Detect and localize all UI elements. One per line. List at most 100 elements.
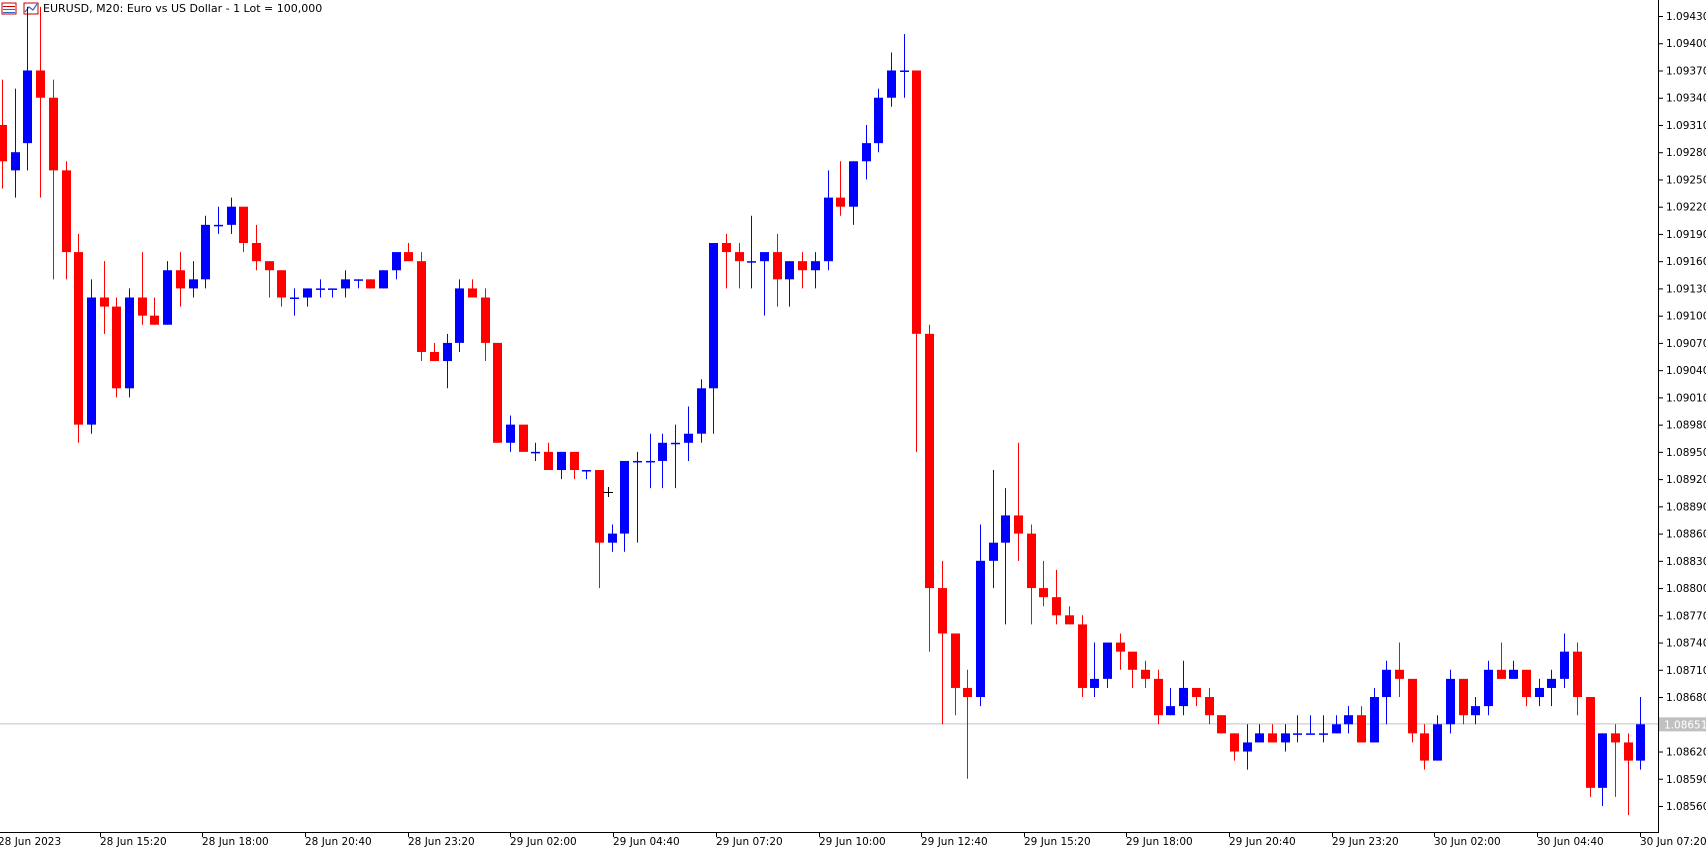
candle [1408, 678, 1417, 743]
candle [1243, 724, 1252, 770]
candle [303, 288, 312, 307]
candle [1255, 724, 1264, 743]
candle [989, 470, 998, 589]
time-tick-label: 30 Jun 07:20 [1640, 836, 1706, 848]
price-tick-label: 1.09310 [1666, 120, 1706, 132]
candle-body-bear [1116, 642, 1125, 652]
candle-body-bull [1319, 733, 1328, 735]
candle [557, 451, 566, 480]
price-tick-label: 1.08560 [1666, 801, 1706, 813]
candle-body-bear [544, 451, 553, 471]
candle [925, 324, 934, 652]
price-tick-label: 1.08950 [1666, 447, 1706, 459]
candle [785, 261, 794, 307]
candle-body-bear [595, 470, 604, 543]
candle-body-bear [277, 270, 286, 298]
candle-body-bull [1179, 687, 1188, 707]
price-tick-label: 1.08620 [1666, 747, 1706, 759]
candle [1573, 642, 1582, 716]
candle [354, 279, 363, 289]
candle-body-bull [392, 252, 401, 271]
candle-body-bear [1395, 669, 1404, 679]
candle [1319, 715, 1328, 743]
time-tick-label: 28 Jun 2023 [0, 836, 61, 848]
price-tick-label: 1.08680 [1666, 692, 1706, 704]
candle [417, 252, 426, 362]
candle-body-bull [646, 460, 655, 463]
candle-body-bull [582, 470, 591, 472]
price-tick-label: 1.08710 [1666, 665, 1706, 677]
candle-body-bear [100, 297, 109, 307]
time-axis[interactable]: 28 Jun 2023 28 Jun 15:20 28 Jun 18:00 28 Ju… [0, 832, 1706, 848]
candle [684, 406, 693, 461]
candle-body-bear [951, 633, 960, 688]
list-grid-icon[interactable] [1, 2, 17, 15]
candle-body-bear [74, 252, 83, 425]
candle [1446, 669, 1455, 734]
price-tick-label: 1.08830 [1666, 556, 1706, 568]
candle-body-bear [1078, 624, 1087, 688]
candle-body-bear [404, 252, 413, 262]
candle [735, 243, 744, 289]
time-tick-label: 28 Jun 23:20 [408, 836, 475, 848]
candle-body-bear [938, 588, 947, 634]
price-tick-label: 1.09130 [1666, 283, 1706, 295]
candle [265, 261, 274, 298]
candle-body-bull [1471, 706, 1480, 716]
candle [1065, 606, 1074, 625]
candle [1497, 642, 1506, 679]
candle-body-bear [1611, 733, 1620, 743]
candle-body-bull [671, 442, 680, 445]
candle-body-bear [176, 270, 185, 289]
candle-body-bear [468, 288, 477, 298]
candle [468, 279, 477, 298]
candle [277, 270, 286, 307]
candle [1484, 660, 1493, 716]
candle [836, 161, 845, 216]
crosshair-cursor-icon [603, 487, 613, 497]
candle [214, 206, 223, 234]
price-tick-label: 1.08920 [1666, 474, 1706, 486]
candle-body-bear [366, 279, 375, 289]
price-tick-label: 1.09160 [1666, 256, 1706, 268]
candle [100, 261, 109, 334]
candle-body-bear [570, 451, 579, 471]
candle [976, 524, 985, 707]
candle-body-bull [214, 224, 223, 227]
price-tick-label: 1.08980 [1666, 420, 1706, 432]
candle-body-bear [265, 261, 274, 271]
price-tick-label: 1.09190 [1666, 229, 1706, 241]
candle-body-bear [1586, 697, 1595, 788]
candle [11, 88, 20, 198]
price-tick-label: 1.08770 [1666, 610, 1706, 622]
candles-layer [0, 6, 1645, 816]
candle [519, 424, 528, 452]
candle-body-bull [709, 243, 718, 389]
candle [1052, 569, 1061, 625]
candle [570, 451, 579, 480]
candle [1306, 715, 1315, 735]
time-tick-label: 29 Jun 07:20 [716, 836, 783, 848]
candle-body-bull [341, 279, 350, 289]
candle-body-bull [201, 224, 210, 280]
candle [620, 460, 629, 552]
price-axis[interactable]: 1.09430 1.09400 1.09370 1.09340 1.09310 1.092… [1658, 11, 1706, 813]
candle-body-bull [1166, 706, 1175, 716]
candle-body-bull [824, 197, 833, 262]
candle [1357, 706, 1366, 743]
candle-body-bear [1128, 651, 1137, 670]
candle-body-bear [1205, 697, 1214, 716]
candle [963, 669, 972, 779]
candle [709, 243, 718, 434]
candle [760, 252, 769, 316]
candle-body-bull [1306, 733, 1315, 735]
candle-body-bear [735, 252, 744, 262]
candle-body-bull [23, 70, 32, 144]
chart-window-icon[interactable] [23, 2, 39, 15]
candle-body-bear [1522, 669, 1531, 698]
candle [341, 270, 350, 298]
candle-body-bull [608, 533, 617, 543]
